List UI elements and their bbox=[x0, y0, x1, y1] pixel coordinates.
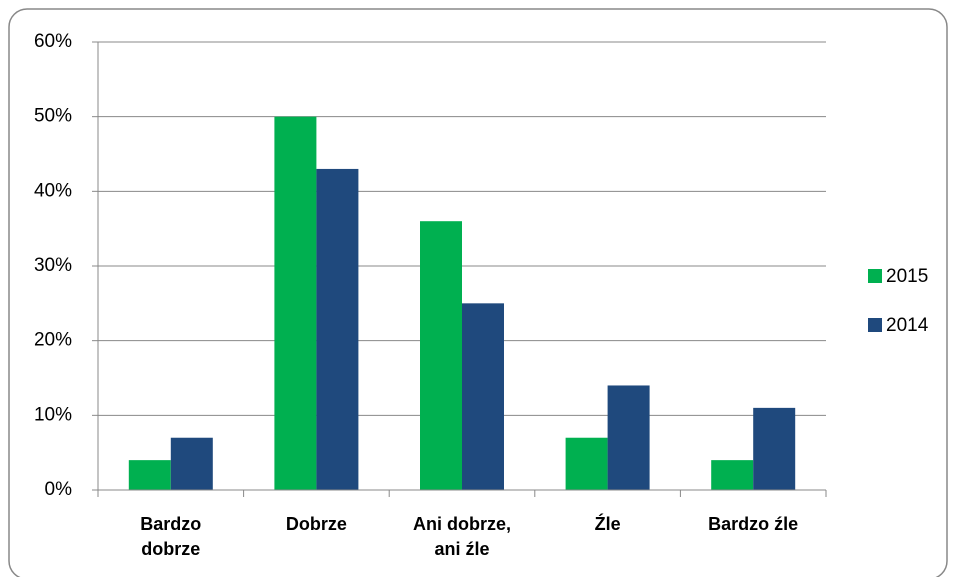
bar bbox=[753, 407, 796, 490]
y-tick-label: 60% bbox=[34, 31, 72, 52]
chart-border bbox=[8, 8, 948, 577]
bar bbox=[316, 168, 359, 490]
legend-swatch bbox=[868, 318, 882, 332]
y-tick-label: 50% bbox=[34, 106, 72, 127]
x-tick-label: Dobrze bbox=[285, 514, 347, 534]
x-tick-label: Bardzo źle bbox=[708, 514, 799, 534]
x-tick-label: Ani dobrze, ani źle bbox=[413, 514, 511, 559]
bar bbox=[565, 437, 608, 490]
legend-swatch bbox=[868, 269, 882, 283]
bar bbox=[607, 385, 650, 490]
y-tick-label: 20% bbox=[34, 330, 72, 351]
y-tick-label: 0% bbox=[45, 479, 73, 500]
y-tick-label: 10% bbox=[34, 404, 72, 425]
bar bbox=[128, 460, 171, 490]
legend-label: 2015 bbox=[886, 266, 928, 287]
bar bbox=[711, 460, 754, 490]
y-tick-label: 30% bbox=[34, 255, 72, 276]
bar bbox=[420, 221, 462, 490]
x-tick-label: Źle bbox=[594, 514, 621, 534]
y-tick-label: 40% bbox=[34, 180, 72, 201]
bar bbox=[274, 116, 317, 491]
bar bbox=[462, 303, 504, 490]
bar bbox=[170, 437, 213, 490]
legend-label: 2014 bbox=[886, 315, 929, 336]
x-tick-label: Bardzo dobrze bbox=[140, 514, 202, 559]
